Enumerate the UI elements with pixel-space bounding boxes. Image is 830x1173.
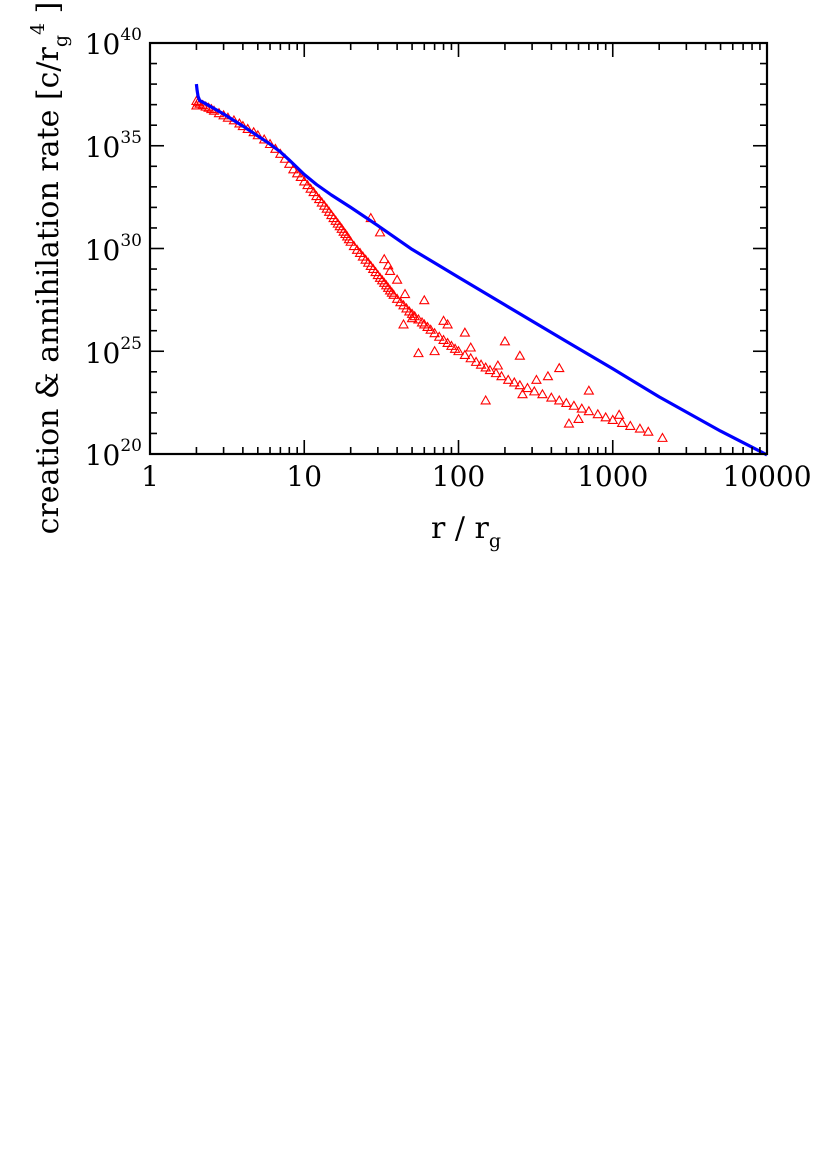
y-tick-label: 1030	[85, 231, 142, 267]
data-point	[429, 345, 441, 356]
x-tick-label: 1	[141, 460, 159, 493]
data-point	[499, 335, 511, 346]
data-point	[553, 394, 565, 405]
data-point	[438, 315, 449, 325]
data-point	[302, 179, 313, 190]
data-layer	[190, 83, 768, 457]
chart: 1 10 100 1000 10000 1020 1025 1030 1035 …	[27, 2, 812, 552]
data-point	[616, 417, 628, 427]
data-point	[563, 418, 575, 428]
data-point	[382, 259, 394, 270]
data-point	[438, 334, 449, 344]
y-tick-label: 1025	[85, 334, 142, 370]
data-point	[600, 411, 612, 422]
data-point	[374, 272, 386, 282]
data-point	[657, 432, 668, 442]
data-point	[409, 310, 421, 321]
x-tick-label: 10000	[722, 460, 811, 493]
data-point	[508, 376, 520, 387]
data-point	[613, 409, 625, 419]
data-point	[470, 356, 482, 366]
data-point	[576, 403, 588, 413]
data-point	[378, 253, 390, 264]
data-point	[514, 350, 526, 360]
data-point	[545, 392, 557, 402]
data-point	[634, 423, 646, 433]
data-point	[391, 274, 403, 284]
data-point	[642, 426, 654, 436]
data-point	[388, 289, 400, 299]
data-point	[465, 342, 477, 352]
data-point	[542, 370, 554, 381]
data-point	[295, 171, 307, 181]
data-point	[583, 405, 595, 416]
data-point	[287, 163, 299, 174]
data-point	[490, 367, 502, 378]
data-point	[624, 420, 636, 430]
data-point	[416, 316, 428, 327]
data-point	[522, 382, 533, 393]
y-tick-label: 1020	[85, 436, 142, 472]
data-point	[442, 337, 454, 347]
y-tick-label: 1040	[85, 25, 142, 61]
data-point	[573, 413, 584, 424]
data-point	[502, 374, 514, 384]
data-point	[517, 388, 528, 399]
data-point	[445, 340, 457, 350]
data-point	[429, 327, 441, 338]
data-point	[465, 352, 477, 363]
data-point	[298, 175, 310, 186]
data-point	[398, 318, 409, 329]
data-point	[607, 414, 619, 424]
data-point	[384, 265, 396, 275]
data-point	[291, 167, 303, 178]
data-point	[496, 370, 507, 381]
x-tick-label: 10	[286, 460, 322, 493]
plot-frame	[148, 41, 769, 456]
data-point	[553, 362, 565, 373]
data-point	[480, 361, 492, 372]
data-point	[391, 293, 403, 303]
scatter-series	[190, 95, 668, 442]
data-point	[492, 360, 504, 370]
y-tick-label: 1035	[85, 128, 142, 164]
data-point	[413, 313, 424, 324]
data-point	[528, 385, 540, 396]
data-point	[433, 331, 445, 341]
data-point	[514, 379, 526, 390]
x-tick-label: 1000	[577, 460, 648, 493]
ticks-layer	[149, 42, 768, 455]
x-axis-title: r / rg	[431, 511, 501, 552]
data-point	[345, 236, 357, 246]
data-point	[308, 186, 320, 197]
data-point	[413, 347, 424, 358]
data-point	[374, 226, 386, 237]
data-point	[418, 294, 430, 305]
data-point	[536, 388, 548, 399]
x-tick-label: 100	[432, 460, 485, 493]
data-point	[560, 397, 572, 408]
data-point	[453, 345, 464, 356]
data-point	[399, 288, 411, 299]
data-point	[459, 349, 471, 360]
data-point	[406, 312, 418, 323]
data-point	[372, 269, 384, 280]
data-point	[484, 364, 496, 375]
data-point	[568, 400, 580, 410]
data-point	[480, 394, 492, 405]
line-series	[194, 83, 768, 457]
data-point	[583, 385, 595, 395]
data-point	[530, 374, 542, 384]
data-point	[475, 359, 487, 369]
y-axis-title: creation & annihilation rate [c/rg4 ]	[27, 2, 72, 535]
data-point	[425, 324, 437, 334]
data-point	[348, 240, 360, 251]
data-point	[459, 327, 471, 337]
data-point	[592, 408, 604, 419]
